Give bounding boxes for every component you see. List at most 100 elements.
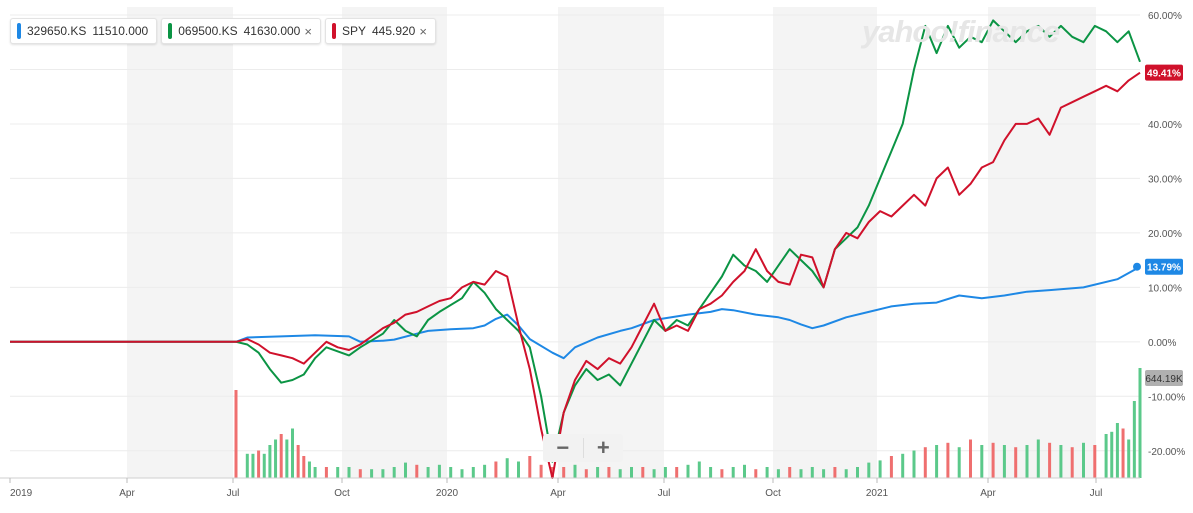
volume-bar bbox=[686, 464, 690, 478]
volume-bar bbox=[799, 469, 803, 478]
yahoo-finance-watermark: yahoo!finance bbox=[862, 14, 1060, 49]
end-value-badges: 49.41% 13.79% 644.19K bbox=[1133, 64, 1183, 386]
y-tick-label: 60.00% bbox=[1148, 11, 1182, 22]
volume-bar bbox=[822, 469, 826, 478]
volume-bar bbox=[415, 464, 419, 478]
volume-bar bbox=[404, 462, 407, 478]
y-tick-label: 10.00% bbox=[1148, 283, 1182, 294]
legend-price: 41630.000 bbox=[243, 24, 301, 38]
volume-bar bbox=[274, 439, 278, 478]
volume-bar bbox=[1110, 431, 1114, 478]
volume-bar bbox=[731, 467, 735, 478]
volume-bar bbox=[833, 467, 837, 478]
zoom-controls: − + bbox=[543, 434, 623, 462]
volume-bar bbox=[336, 467, 340, 478]
value-badge bbox=[1145, 258, 1183, 275]
volume-bar bbox=[1093, 445, 1097, 478]
x-tick-label: Oct bbox=[334, 488, 350, 499]
volume-bar bbox=[652, 469, 656, 478]
x-tick-label: Jul bbox=[227, 488, 240, 499]
zoom-divider bbox=[582, 438, 584, 458]
volume-bar bbox=[302, 456, 306, 478]
volume-bar bbox=[1127, 439, 1131, 478]
volume-bar bbox=[697, 461, 701, 478]
volume-bar bbox=[426, 467, 430, 478]
volume-bar bbox=[370, 469, 374, 478]
volume-bar bbox=[234, 390, 238, 478]
volume-bar bbox=[449, 467, 453, 478]
x-tick-label: Jul bbox=[1090, 488, 1103, 499]
x-tick-label: Apr bbox=[119, 488, 135, 499]
x-tick-label: Apr bbox=[980, 488, 996, 499]
volume-bar bbox=[257, 450, 261, 478]
zoom-out-button[interactable]: − bbox=[556, 435, 570, 460]
value-badge bbox=[1145, 64, 1183, 81]
x-tick-label: Apr bbox=[550, 488, 566, 499]
volume-bar bbox=[765, 467, 769, 478]
legend-price: 445.920 bbox=[371, 24, 416, 38]
volume-bar bbox=[1115, 423, 1119, 478]
volume-bar bbox=[1132, 401, 1136, 478]
value-badge bbox=[1145, 370, 1183, 386]
volume-bar bbox=[1036, 439, 1040, 478]
volume-bar bbox=[810, 467, 814, 478]
volume-bar bbox=[584, 469, 588, 478]
legend-item-spy[interactable]: SPY 445.920 × bbox=[324, 18, 436, 44]
volume-bar bbox=[494, 461, 498, 478]
value-badge-text: 49.41% bbox=[1147, 69, 1181, 80]
volume-bar bbox=[313, 467, 317, 478]
volume-bar bbox=[946, 442, 950, 478]
volume-bar bbox=[296, 445, 300, 478]
legend-price: 11510.000 bbox=[92, 24, 149, 38]
series-line-SPY bbox=[10, 71, 1141, 479]
y-tick-label: 20.00% bbox=[1148, 229, 1182, 240]
volume-bar bbox=[1104, 434, 1108, 478]
value-badge-text: 13.79% bbox=[1147, 263, 1181, 274]
volume-bar bbox=[1121, 428, 1125, 478]
series-color-swatch bbox=[331, 23, 336, 39]
volume-bar bbox=[935, 445, 939, 478]
volume-bar bbox=[969, 439, 972, 478]
volume-bar bbox=[889, 456, 893, 478]
legend-item-329650[interactable]: 329650.KS 11510.000 bbox=[10, 18, 158, 44]
volume-bar bbox=[923, 447, 927, 478]
volume-bar bbox=[1025, 445, 1029, 478]
volume-bar bbox=[381, 469, 385, 478]
series-end-dot bbox=[1133, 262, 1141, 271]
volume-bar bbox=[268, 445, 272, 478]
volume-bar bbox=[709, 467, 713, 478]
close-icon[interactable]: × bbox=[419, 23, 427, 39]
period-band bbox=[342, 7, 447, 478]
close-icon[interactable]: × bbox=[304, 23, 312, 39]
volume-bar bbox=[1014, 447, 1018, 478]
volume-bar bbox=[596, 467, 600, 478]
volume-bar bbox=[245, 453, 249, 478]
volume-bar bbox=[776, 469, 780, 478]
volume-bar bbox=[1138, 368, 1142, 478]
volume-bar bbox=[528, 456, 532, 478]
volume-bar bbox=[562, 467, 566, 478]
volume-bar bbox=[324, 467, 328, 478]
volume-bar bbox=[251, 453, 255, 478]
period-bands bbox=[127, 7, 1096, 478]
volume-bar bbox=[720, 469, 724, 478]
legend-symbol: 329650.KS bbox=[27, 24, 87, 38]
volume-bar bbox=[991, 442, 995, 478]
legend-item-069500[interactable]: 069500.KS 41630.000 × bbox=[161, 18, 321, 44]
volume-bar bbox=[1059, 445, 1063, 478]
volume-bar bbox=[980, 445, 984, 478]
volume-bar bbox=[878, 460, 882, 478]
volume-bar bbox=[630, 467, 633, 478]
x-tick-label: 2020 bbox=[436, 488, 459, 499]
volume-bar bbox=[867, 462, 871, 478]
volume-bar bbox=[437, 464, 441, 478]
zoom-in-button[interactable]: + bbox=[596, 435, 610, 460]
y-tick-label: -10.00% bbox=[1148, 392, 1185, 403]
x-tick-label: Jul bbox=[658, 488, 671, 499]
y-tick-label: 0.00% bbox=[1148, 338, 1176, 349]
volume-bar bbox=[505, 458, 509, 478]
period-band bbox=[988, 7, 1096, 478]
volume-bar bbox=[347, 467, 351, 478]
